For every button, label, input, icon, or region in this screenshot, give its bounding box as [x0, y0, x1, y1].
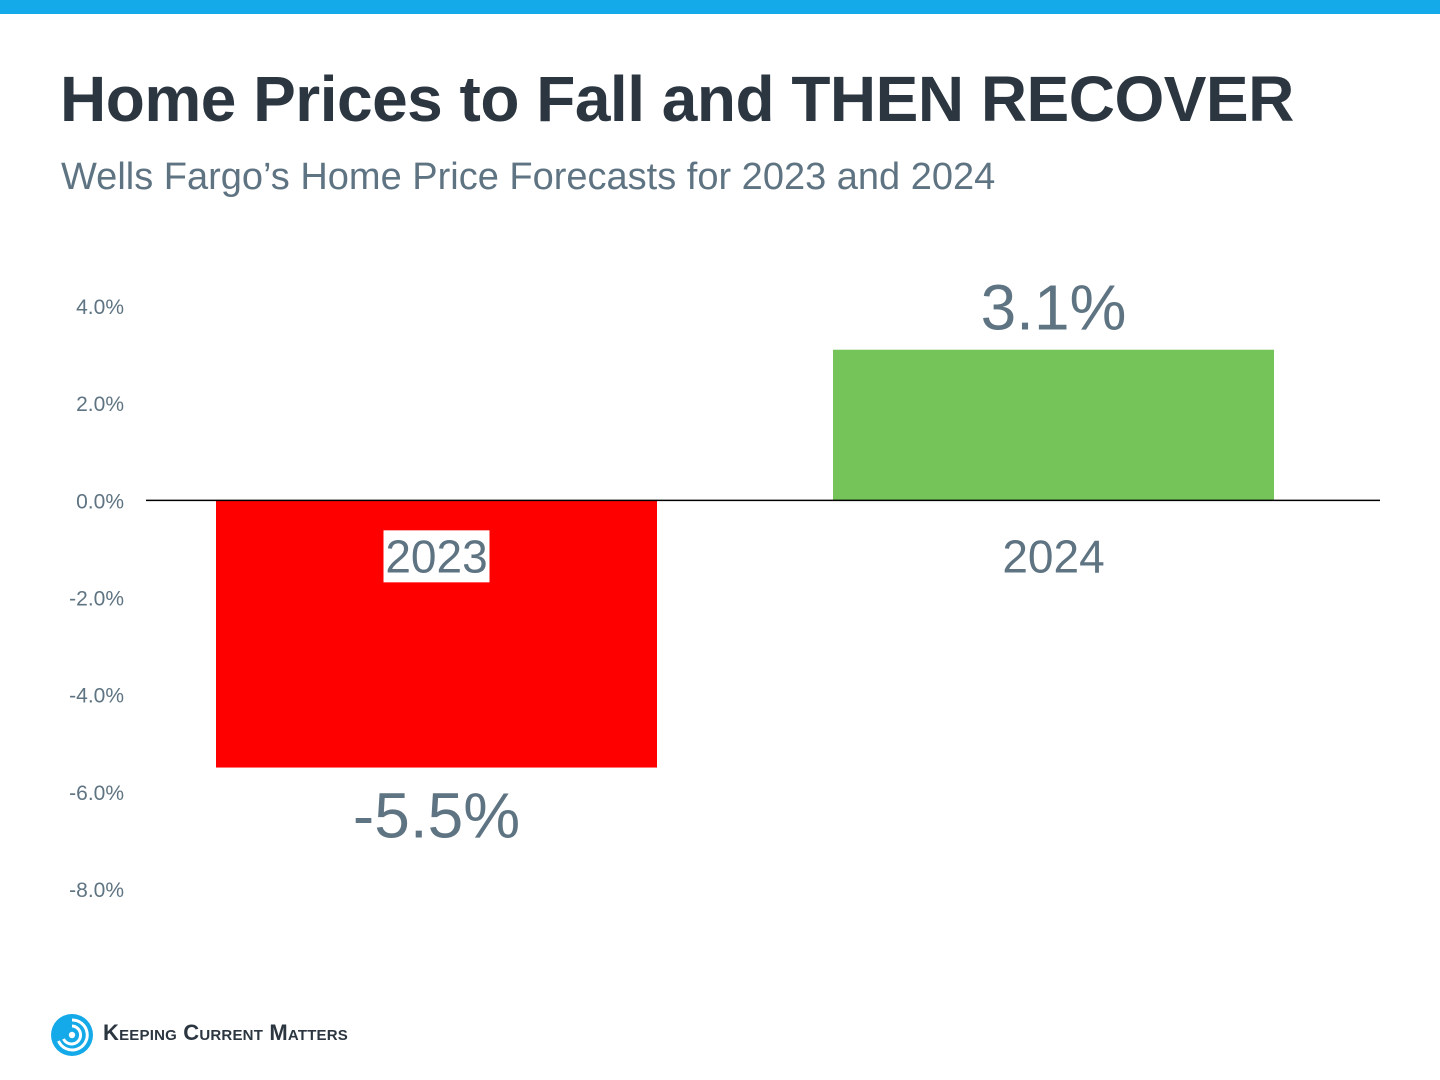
y-tick-label: -6.0%: [69, 782, 124, 805]
category-label: 2024: [1002, 530, 1104, 582]
y-tick-label: 0.0%: [76, 490, 124, 513]
category-label: 2023: [385, 530, 487, 582]
data-label: -5.5%: [353, 780, 520, 852]
page-subtitle: Wells Fargo’s Home Price Forecasts for 2…: [61, 156, 996, 198]
page-title: Home Prices to Fall and THEN RECOVER: [60, 63, 1294, 135]
category-label-background: [1000, 530, 1107, 583]
data-label: 3.1%: [981, 272, 1127, 344]
y-tick-label: 2.0%: [76, 393, 124, 416]
category-label-background: [383, 530, 490, 583]
bar-2024: [833, 349, 1274, 501]
swirl-logo-icon: [51, 1014, 93, 1056]
y-tick-label: -8.0%: [69, 879, 124, 902]
footer-brand: Keeping Current Matters: [103, 1020, 348, 1045]
top-accent-bar: [0, 0, 1440, 14]
y-tick-label: 4.0%: [76, 296, 124, 319]
y-tick-label: -4.0%: [69, 685, 124, 708]
y-tick-label: -2.0%: [69, 588, 124, 611]
